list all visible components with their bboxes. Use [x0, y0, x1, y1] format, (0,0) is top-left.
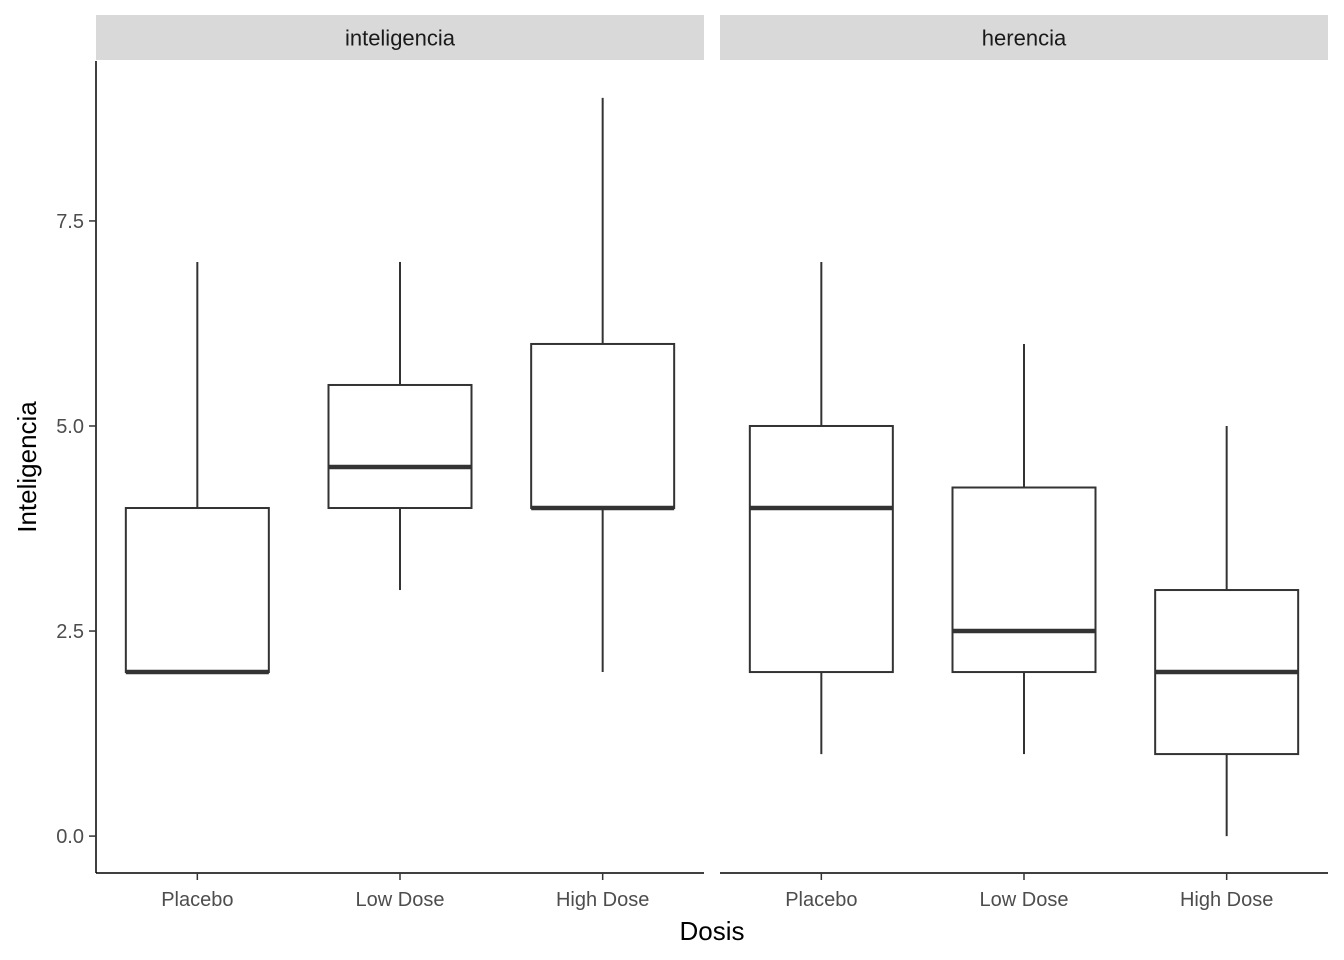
x-tick-label: Placebo	[161, 889, 233, 911]
box-high-dose	[1154, 425, 1300, 837]
x-tick-label: Placebo	[785, 889, 857, 911]
facet-panel-herencia: herencia Placebo Low Dose High Dose	[720, 15, 1328, 911]
facet-strip	[96, 15, 704, 60]
facet-strip	[720, 15, 1328, 60]
x-tick-label: Low Dose	[980, 889, 1069, 911]
box-iqr	[327, 383, 473, 510]
facet-strip-label: inteligencia	[345, 26, 456, 51]
x-tick-label: Low Dose	[356, 889, 445, 911]
y-tick-label: 5.0	[56, 416, 84, 438]
y-tick-label: 7.5	[56, 211, 84, 233]
box-placebo	[748, 261, 894, 755]
y-axis: 0.0 2.5 5.0 7.5	[56, 61, 97, 873]
x-axis-title: Dosis	[679, 916, 744, 946]
box-low-dose	[951, 343, 1097, 755]
facet-strip-label: herencia	[982, 26, 1067, 51]
box-iqr	[124, 507, 270, 674]
y-tick-label: 0.0	[56, 826, 84, 848]
box-iqr	[748, 424, 894, 674]
box-iqr	[951, 486, 1097, 674]
y-axis-title: Inteligencia	[12, 401, 42, 533]
box-low-dose	[327, 261, 473, 591]
x-tick-label: High Dose	[556, 889, 649, 911]
y-tick-label: 2.5	[56, 621, 84, 643]
facet-panel-inteligencia: inteligencia Placebo Low Dose High Dose	[96, 15, 704, 911]
box-iqr	[530, 342, 676, 510]
x-tick-label: High Dose	[1180, 889, 1273, 911]
box-placebo	[124, 261, 270, 675]
box-high-dose	[530, 97, 676, 673]
